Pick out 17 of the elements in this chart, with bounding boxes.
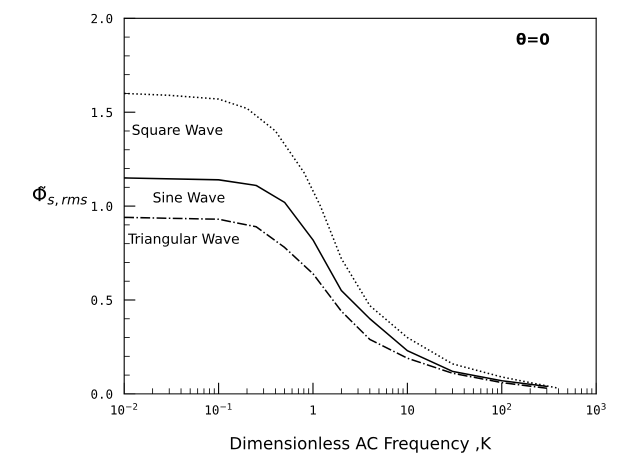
y-tick-label: 1.0 — [92, 202, 112, 212]
x-tick-label: 10$^{3}$ — [587, 403, 606, 415]
y-tick-label: 2.0 — [91, 14, 112, 24]
y-tick-label: 1.5 — [92, 108, 112, 118]
x-tick-label: 10$^{2}$ — [492, 403, 512, 415]
y-tick-label: 0.0 — [91, 389, 112, 399]
series-label: Triangular Wave — [128, 233, 239, 247]
y-tick-label: 0.5 — [91, 295, 112, 305]
x-tick-label: 10$^{−2}$ — [111, 403, 138, 415]
series-label: Square Wave — [132, 124, 222, 138]
x-tick-label: 1 — [310, 405, 316, 415]
x-tick-label: 10 — [401, 405, 414, 415]
x-axis-title: Dimensionless AC Frequency ,K — [230, 436, 492, 453]
x-tick-label: 10$^{−1}$ — [206, 403, 232, 415]
series-label: Sine Wave — [154, 192, 224, 203]
y-axis-title: Φ̃$_{s,rms}$ — [32, 186, 88, 206]
annotation: θ=0 — [516, 32, 550, 45]
